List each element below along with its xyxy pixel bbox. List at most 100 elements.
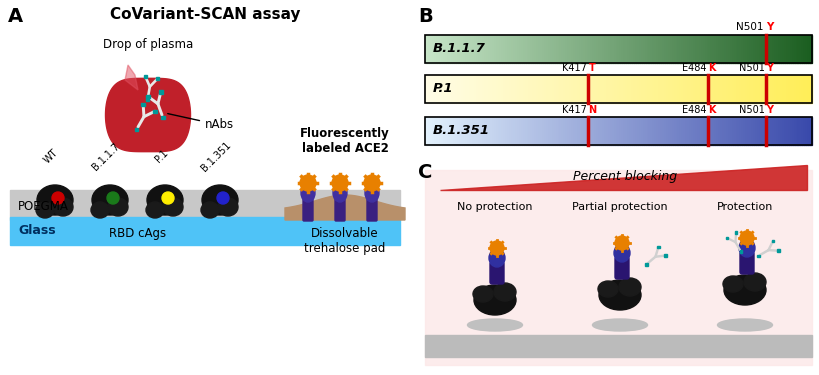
Bar — [436, 117, 438, 145]
Bar — [514, 75, 515, 103]
Bar — [521, 35, 523, 63]
Bar — [604, 117, 606, 145]
Bar — [747, 35, 749, 63]
Bar — [722, 117, 724, 145]
Bar — [590, 75, 593, 103]
Bar — [502, 75, 504, 103]
Bar — [535, 75, 536, 103]
Bar — [726, 117, 728, 145]
Bar — [794, 75, 795, 103]
Bar — [505, 75, 508, 103]
Bar — [730, 117, 731, 145]
Circle shape — [217, 192, 229, 204]
Text: B: B — [418, 7, 432, 26]
Bar — [740, 117, 741, 145]
Bar — [740, 35, 741, 63]
Bar — [799, 35, 801, 63]
Circle shape — [739, 231, 753, 245]
Bar — [670, 35, 672, 63]
Bar — [674, 35, 676, 63]
Bar — [579, 117, 581, 145]
Bar — [550, 117, 552, 145]
Bar — [616, 75, 618, 103]
Bar — [633, 35, 636, 63]
Bar — [734, 35, 735, 63]
Bar — [636, 117, 637, 145]
Bar — [745, 75, 747, 103]
Bar — [457, 117, 459, 145]
Bar — [545, 75, 546, 103]
Bar — [552, 75, 554, 103]
Bar — [446, 117, 448, 145]
Bar — [475, 35, 477, 63]
Bar — [699, 117, 701, 145]
Bar — [693, 75, 695, 103]
Bar — [718, 35, 720, 63]
Bar — [761, 117, 762, 145]
Bar — [707, 117, 708, 145]
Bar — [658, 117, 660, 145]
Bar — [505, 35, 508, 63]
Bar — [774, 35, 776, 63]
Bar — [666, 117, 668, 145]
Bar — [728, 75, 730, 103]
Bar — [610, 117, 612, 145]
Ellipse shape — [592, 319, 647, 331]
Bar — [442, 75, 444, 103]
Bar — [745, 35, 747, 63]
Bar — [461, 35, 463, 63]
Bar — [730, 35, 731, 63]
Bar — [713, 35, 714, 63]
Bar — [572, 117, 573, 145]
Bar — [515, 35, 518, 63]
Bar — [614, 117, 616, 145]
Bar — [762, 75, 765, 103]
Bar — [569, 117, 572, 145]
Bar — [428, 75, 430, 103]
Text: E484: E484 — [681, 63, 706, 73]
Bar — [523, 117, 525, 145]
Bar — [484, 117, 486, 145]
Bar — [745, 117, 747, 145]
Bar — [525, 117, 527, 145]
Bar — [720, 35, 722, 63]
Bar — [135, 128, 138, 131]
Bar — [660, 75, 663, 103]
Bar — [686, 75, 687, 103]
Bar — [608, 75, 610, 103]
Bar — [717, 75, 718, 103]
Bar — [583, 35, 585, 63]
Bar — [454, 117, 455, 145]
Bar — [467, 35, 469, 63]
Bar — [790, 75, 792, 103]
Bar — [683, 75, 686, 103]
Bar — [430, 35, 432, 63]
Bar — [794, 35, 795, 63]
Bar — [701, 117, 703, 145]
Bar — [599, 117, 600, 145]
Circle shape — [614, 236, 628, 250]
Bar — [562, 117, 563, 145]
Bar — [654, 75, 656, 103]
Bar — [559, 117, 562, 145]
Bar — [680, 117, 681, 145]
Bar — [590, 35, 593, 63]
Bar — [455, 117, 457, 145]
Bar — [478, 75, 481, 103]
Bar — [478, 35, 481, 63]
Bar — [525, 35, 527, 63]
Bar — [649, 35, 650, 63]
Bar — [558, 35, 559, 63]
Text: N501: N501 — [738, 63, 763, 73]
Bar — [532, 35, 535, 63]
Bar — [612, 35, 614, 63]
Bar — [666, 75, 668, 103]
Bar — [602, 35, 604, 63]
Bar — [434, 35, 436, 63]
Bar — [153, 110, 156, 113]
Bar — [465, 117, 467, 145]
Bar — [463, 75, 465, 103]
Bar — [660, 35, 663, 63]
Bar — [491, 75, 492, 103]
Bar — [717, 35, 718, 63]
